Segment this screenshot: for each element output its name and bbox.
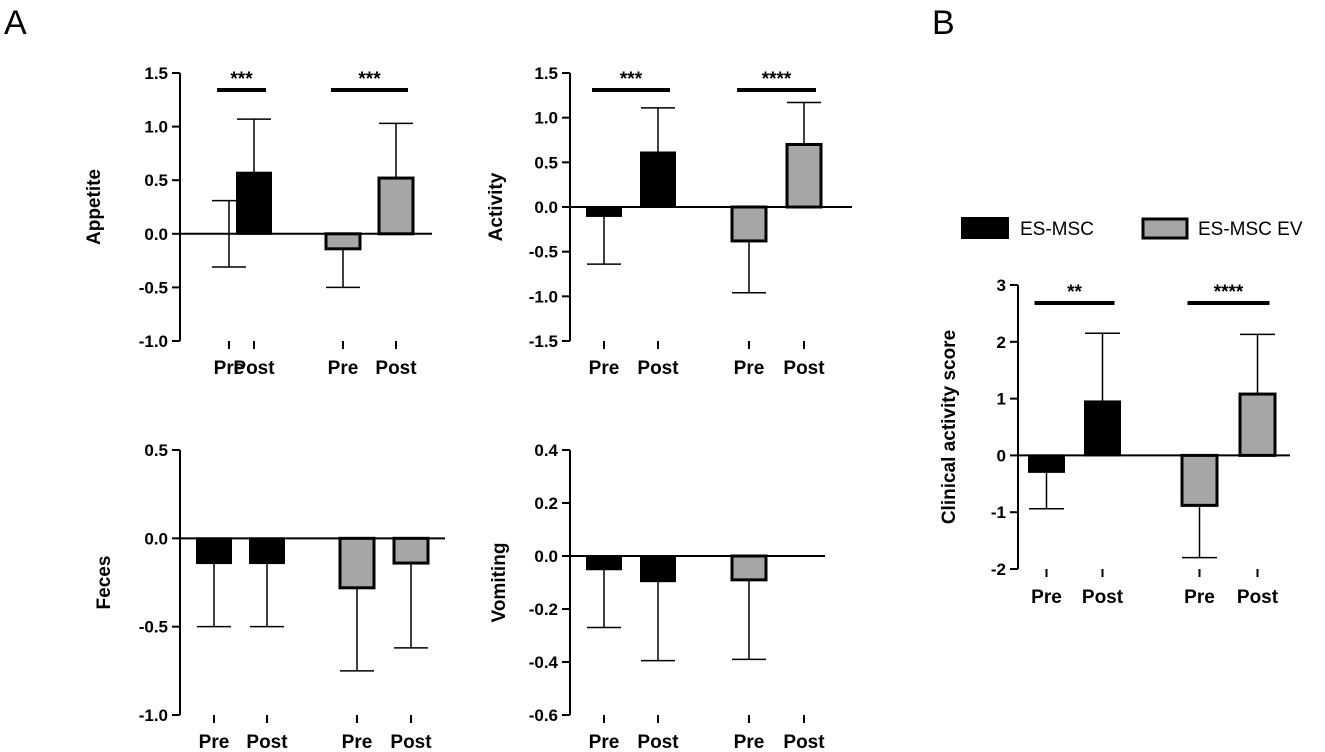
x-category-label: Post (375, 358, 417, 379)
y-tick-label: -0.5 (139, 618, 168, 637)
bar (392, 536, 430, 565)
bar (196, 537, 232, 565)
y-axis-label: Feces (94, 556, 115, 610)
bar (586, 206, 622, 217)
significance-label: *** (358, 69, 381, 90)
y-tick-label: -1.0 (529, 287, 558, 306)
bar (640, 555, 676, 583)
y-tick-label: 0.5 (534, 153, 558, 172)
legend-label-es-msc-ev: ES-MSC EV (1198, 219, 1303, 240)
x-category-label: Pre (734, 732, 765, 752)
bar (1180, 453, 1219, 507)
y-tick-label: 1 (997, 390, 1006, 409)
y-tick-label: 1.5 (534, 64, 558, 83)
x-category-label: Pre (1031, 587, 1062, 608)
y-tick-label: -0.4 (529, 653, 559, 672)
y-tick-label: 0.0 (144, 225, 168, 244)
significance-label: *** (620, 69, 643, 90)
x-category-label: Post (1237, 587, 1279, 608)
y-tick-label: -0.6 (529, 706, 558, 725)
legend-swatch-es-msc (961, 217, 1009, 239)
y-tick-label: 1.5 (144, 64, 168, 83)
legend: ES-MSC ES-MSC EV (961, 217, 1303, 240)
y-tick-label: 1.0 (144, 118, 168, 137)
bar (1084, 400, 1121, 457)
y-tick-label: 0.5 (144, 441, 168, 460)
significance-label: *** (230, 69, 253, 90)
bar (324, 232, 362, 251)
y-tick-label: -0.2 (529, 600, 558, 619)
chart-activity: -1.5 -1.0 -0.5 0.0 0.5 1.0 1.5 Activity Pre Post P… (486, 64, 852, 379)
panel-label-b: B (932, 4, 955, 42)
legend-label-es-msc: ES-MSC (1020, 219, 1094, 240)
chart-vomiting: -0.6 -0.4 -0.2 0.0 0.2 0.4 Vomiting Pre Post Pre P… (489, 441, 825, 752)
bar (338, 536, 376, 590)
significance-label: **** (762, 69, 792, 90)
y-tick-label: 0.5 (144, 171, 168, 190)
bar (1028, 454, 1065, 473)
chart-clinical-activity-score: -2 -1 0 1 2 3 Clinical activity score Pre Post Pr… (939, 276, 1290, 608)
x-category-label: Pre (734, 358, 765, 379)
x-category-label: Pre (1184, 587, 1215, 608)
bar (730, 205, 768, 243)
bar (1238, 392, 1277, 457)
y-tick-label: -1.0 (139, 706, 168, 725)
x-category-label: Pre (328, 358, 359, 379)
x-category-label: Pre (199, 732, 230, 752)
y-axis-label: Vomiting (489, 543, 510, 623)
y-tick-label: 1.0 (534, 109, 558, 128)
y-axis-label: Clinical activity score (939, 330, 960, 524)
y-tick-label: 0.4 (534, 441, 558, 460)
significance-label: ** (1067, 282, 1082, 303)
x-category-label: Pre (589, 358, 620, 379)
bar (236, 171, 272, 235)
y-tick-label: 3 (997, 276, 1006, 295)
y-tick-label: -1 (991, 503, 1006, 522)
y-tick-label: -1.0 (139, 332, 168, 351)
y-tick-label: -2 (991, 560, 1006, 579)
bar (785, 142, 823, 209)
panel-label-a: A (4, 4, 27, 42)
y-tick-label: -0.5 (139, 278, 168, 297)
x-category-label: Post (233, 358, 275, 379)
x-category-label: Post (637, 732, 679, 752)
y-tick-label: 0.2 (534, 494, 558, 513)
bar (377, 176, 415, 236)
x-category-label: Pre (589, 732, 620, 752)
x-category-label: Pre (342, 732, 373, 752)
x-category-label: Post (246, 732, 288, 752)
y-tick-label: 2 (997, 333, 1006, 352)
x-category-label: Post (783, 358, 825, 379)
y-tick-label: 0.0 (534, 198, 558, 217)
y-tick-label: 0.0 (144, 529, 168, 548)
y-tick-label: 0 (997, 446, 1006, 465)
chart-feces: -1.0 -0.5 0.0 0.5 Feces Pre Post Pre Post (94, 441, 445, 752)
bar (586, 555, 622, 571)
x-category-label: Post (1082, 587, 1124, 608)
x-category-label: Post (390, 732, 432, 752)
y-axis-label: Activity (486, 172, 507, 241)
x-category-label: Post (637, 358, 679, 379)
y-axis-label: Appetite (84, 169, 105, 245)
significance-label: **** (1214, 282, 1244, 303)
x-category-label: Post (783, 732, 825, 752)
bar (730, 554, 768, 582)
y-tick-label: 0.0 (534, 547, 558, 566)
legend-swatch-es-msc-ev (1141, 217, 1189, 240)
x-category-label: Pre (214, 358, 245, 379)
y-tick-label: -0.5 (529, 243, 558, 262)
bar (249, 537, 285, 565)
bar (640, 151, 676, 208)
y-tick-label: -1.5 (529, 332, 558, 351)
